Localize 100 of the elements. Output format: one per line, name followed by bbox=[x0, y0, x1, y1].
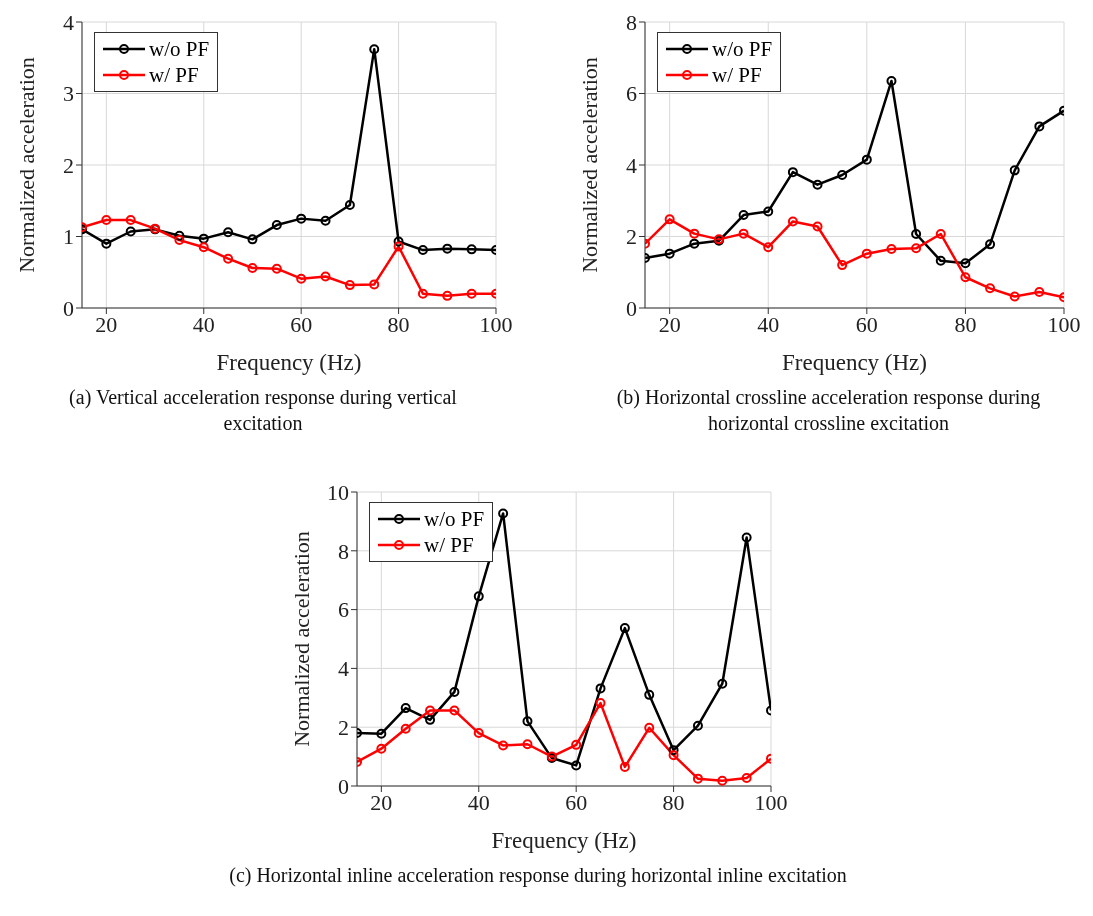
point bbox=[763, 242, 774, 253]
point bbox=[125, 226, 136, 237]
legend-label: w/ PF bbox=[712, 62, 762, 88]
point bbox=[247, 262, 258, 273]
text: (b) Horizontal crossline acceleration response during horizontal crossline excitation bbox=[615, 385, 1042, 436]
y-tick-label: 10 bbox=[327, 479, 349, 505]
point bbox=[861, 248, 872, 259]
point bbox=[344, 280, 355, 291]
point bbox=[619, 761, 630, 772]
point bbox=[522, 716, 533, 727]
point bbox=[911, 243, 922, 254]
point bbox=[400, 723, 411, 734]
legend-label: w/o PF bbox=[149, 36, 210, 62]
point bbox=[449, 686, 460, 697]
y-tick-label: 0 bbox=[626, 295, 637, 321]
point bbox=[498, 508, 509, 519]
x-tick-label: 60 bbox=[565, 789, 588, 815]
legend-label: w/ PF bbox=[424, 532, 474, 558]
point bbox=[425, 714, 436, 725]
x-tick-label: 80 bbox=[387, 311, 410, 337]
point bbox=[369, 279, 380, 290]
legend-label: w/ PF bbox=[149, 62, 199, 88]
point bbox=[522, 739, 533, 750]
x-tick-label: 100 bbox=[479, 311, 513, 337]
point bbox=[400, 703, 411, 714]
point bbox=[296, 213, 307, 224]
y-tick-label: 8 bbox=[338, 538, 349, 564]
y-tick-label: 2 bbox=[338, 715, 349, 741]
point bbox=[668, 745, 679, 756]
point bbox=[664, 248, 675, 259]
x-tick-label: 40 bbox=[192, 311, 215, 337]
point bbox=[1034, 286, 1045, 297]
point bbox=[320, 215, 331, 226]
point bbox=[644, 689, 655, 700]
y-tick-label: 0 bbox=[338, 773, 349, 799]
point bbox=[692, 720, 703, 731]
point bbox=[812, 221, 823, 232]
point bbox=[935, 229, 946, 239]
legend-label: w/o PF bbox=[712, 36, 773, 62]
point bbox=[886, 244, 897, 255]
point bbox=[473, 728, 484, 739]
x-tick-label: 60 bbox=[855, 311, 878, 337]
point bbox=[595, 698, 606, 709]
point bbox=[717, 775, 728, 786]
point bbox=[1009, 165, 1020, 176]
x-tick-label: 20 bbox=[370, 789, 393, 815]
point bbox=[442, 290, 453, 301]
point bbox=[571, 760, 582, 771]
point bbox=[812, 179, 823, 190]
point bbox=[787, 216, 798, 227]
y-tick-label: 1 bbox=[63, 224, 74, 250]
point bbox=[101, 238, 112, 249]
point bbox=[1034, 121, 1045, 132]
point bbox=[741, 532, 752, 543]
y-tick-label: 2 bbox=[63, 152, 74, 178]
point bbox=[473, 591, 484, 602]
y-tick-label: 4 bbox=[63, 9, 74, 35]
point bbox=[644, 722, 655, 733]
point bbox=[738, 210, 749, 221]
point bbox=[763, 206, 774, 217]
point bbox=[223, 253, 234, 264]
point bbox=[223, 227, 234, 238]
point bbox=[886, 75, 897, 86]
x-tick-label: 80 bbox=[954, 311, 977, 337]
y-tick-label: 6 bbox=[626, 81, 637, 107]
x-tick-label: 100 bbox=[1047, 311, 1081, 337]
x-tick-label: 100 bbox=[754, 789, 788, 815]
point bbox=[320, 271, 331, 282]
point bbox=[837, 170, 848, 181]
point bbox=[369, 44, 380, 55]
point bbox=[689, 238, 700, 249]
point bbox=[985, 283, 996, 294]
text: (a) Vertical acceleration response during vertical excitation bbox=[68, 385, 458, 436]
point bbox=[376, 728, 387, 739]
point bbox=[692, 773, 703, 784]
point bbox=[101, 215, 112, 226]
x-tick-label: 20 bbox=[658, 311, 681, 337]
point bbox=[664, 214, 675, 225]
point bbox=[689, 228, 700, 239]
point bbox=[738, 228, 749, 239]
point bbox=[787, 167, 798, 178]
point bbox=[376, 743, 387, 754]
y-axis-title: Normalized acceleration bbox=[13, 57, 39, 273]
point bbox=[417, 245, 428, 256]
y-tick-label: 4 bbox=[338, 656, 349, 682]
point bbox=[296, 273, 307, 284]
point bbox=[425, 705, 436, 716]
legend-label: w/o PF bbox=[424, 506, 485, 532]
point bbox=[442, 243, 453, 254]
point bbox=[960, 272, 971, 283]
point bbox=[571, 739, 582, 750]
y-tick-label: 8 bbox=[626, 9, 637, 35]
point bbox=[174, 230, 185, 241]
point bbox=[393, 236, 404, 247]
y-axis-title: Normalized acceleration bbox=[288, 531, 314, 747]
x-axis-title: Frequency (Hz) bbox=[491, 828, 637, 853]
x-tick-label: 20 bbox=[95, 311, 118, 337]
point bbox=[1009, 291, 1020, 302]
point bbox=[198, 233, 209, 244]
point bbox=[198, 242, 209, 253]
